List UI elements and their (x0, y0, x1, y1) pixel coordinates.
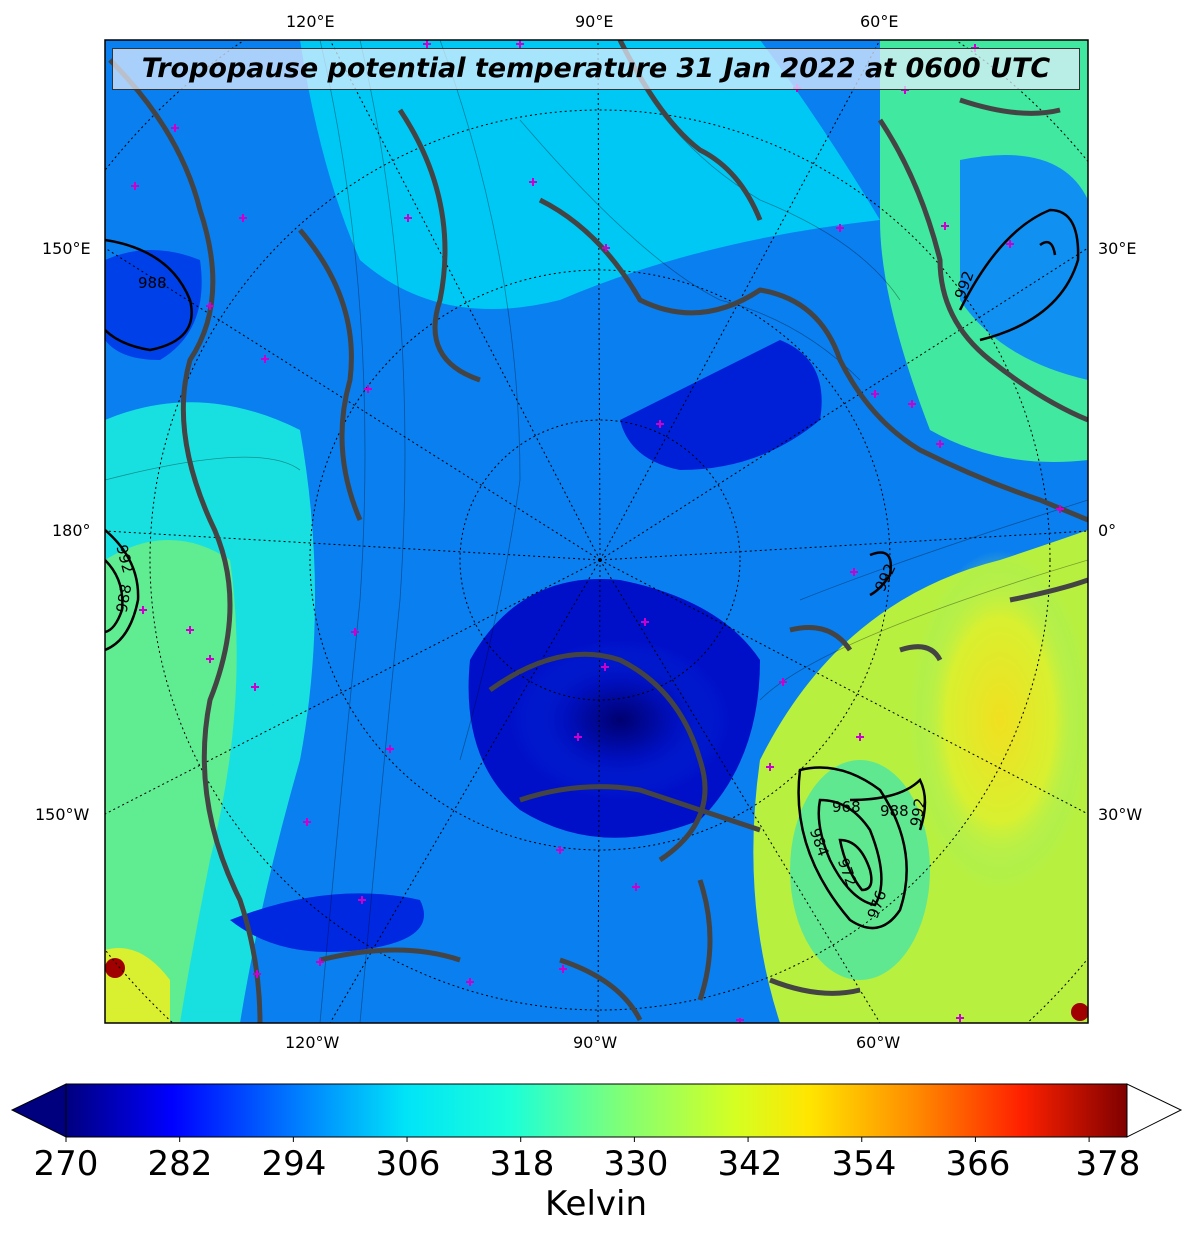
right-longitude-label: 0° (1098, 521, 1117, 540)
left-longitude-label: 150°E (42, 239, 91, 258)
colorbar-tick-label: 330 (603, 1144, 669, 1184)
colorbar-tick-label: 342 (717, 1144, 783, 1184)
top-longitude-label: 60°E (860, 12, 899, 31)
right-longitude-label: 30°W (1098, 805, 1143, 824)
contour-label: 988 (880, 802, 909, 820)
contour-label: 992 (907, 797, 930, 828)
contour-label: 968 (832, 798, 861, 816)
colorbar-tick-label: 294 (261, 1144, 327, 1184)
contour-label: 988 (113, 583, 136, 614)
map-field (105, 40, 1088, 1023)
colorbar-label: Kelvin (544, 1184, 648, 1224)
colorbar-bar (65, 1083, 1128, 1138)
map-frame (104, 39, 1089, 1024)
colorbar-tick-label: 378 (1075, 1144, 1141, 1184)
pressure-contours (105, 208, 1080, 930)
colorbar-tick-label: 306 (375, 1144, 441, 1184)
left-longitude-label: 180° (52, 521, 91, 540)
colorbar-tick-label: 270 (33, 1144, 99, 1184)
colorbar-ticks (65, 1137, 1090, 1142)
contour-label: 988 (138, 274, 167, 292)
colorbar-tick-label: 282 (147, 1144, 213, 1184)
colorbar-extend-low (10, 1083, 67, 1138)
map-title: Tropopause potential temperature 31 Jan … (141, 53, 1051, 84)
colorbar (10, 1083, 1183, 1142)
colorbar-tick-label: 366 (945, 1144, 1011, 1184)
title-box: Tropopause potential temperature 31 Jan … (112, 48, 1080, 90)
colorbar-tick-label: 354 (831, 1144, 897, 1184)
left-longitude-label: 150°W (35, 805, 90, 824)
bottom-longitude-label: 60°W (856, 1033, 901, 1052)
station-markers (131, 40, 1064, 1023)
colorbar-tick-label: 318 (489, 1144, 555, 1184)
top-longitude-label: 90°E (575, 12, 614, 31)
top-longitude-label: 120°E (286, 12, 335, 31)
bottom-longitude-label: 90°W (573, 1033, 618, 1052)
colorbar-extend-high (1126, 1083, 1183, 1138)
bottom-longitude-label: 120°W (285, 1033, 340, 1052)
right-longitude-label: 30°E (1098, 239, 1137, 258)
coastlines (108, 40, 1088, 1023)
pressure-contour-labels: 988 992 992 988 992 992 984 972 976 968 … (112, 268, 977, 921)
